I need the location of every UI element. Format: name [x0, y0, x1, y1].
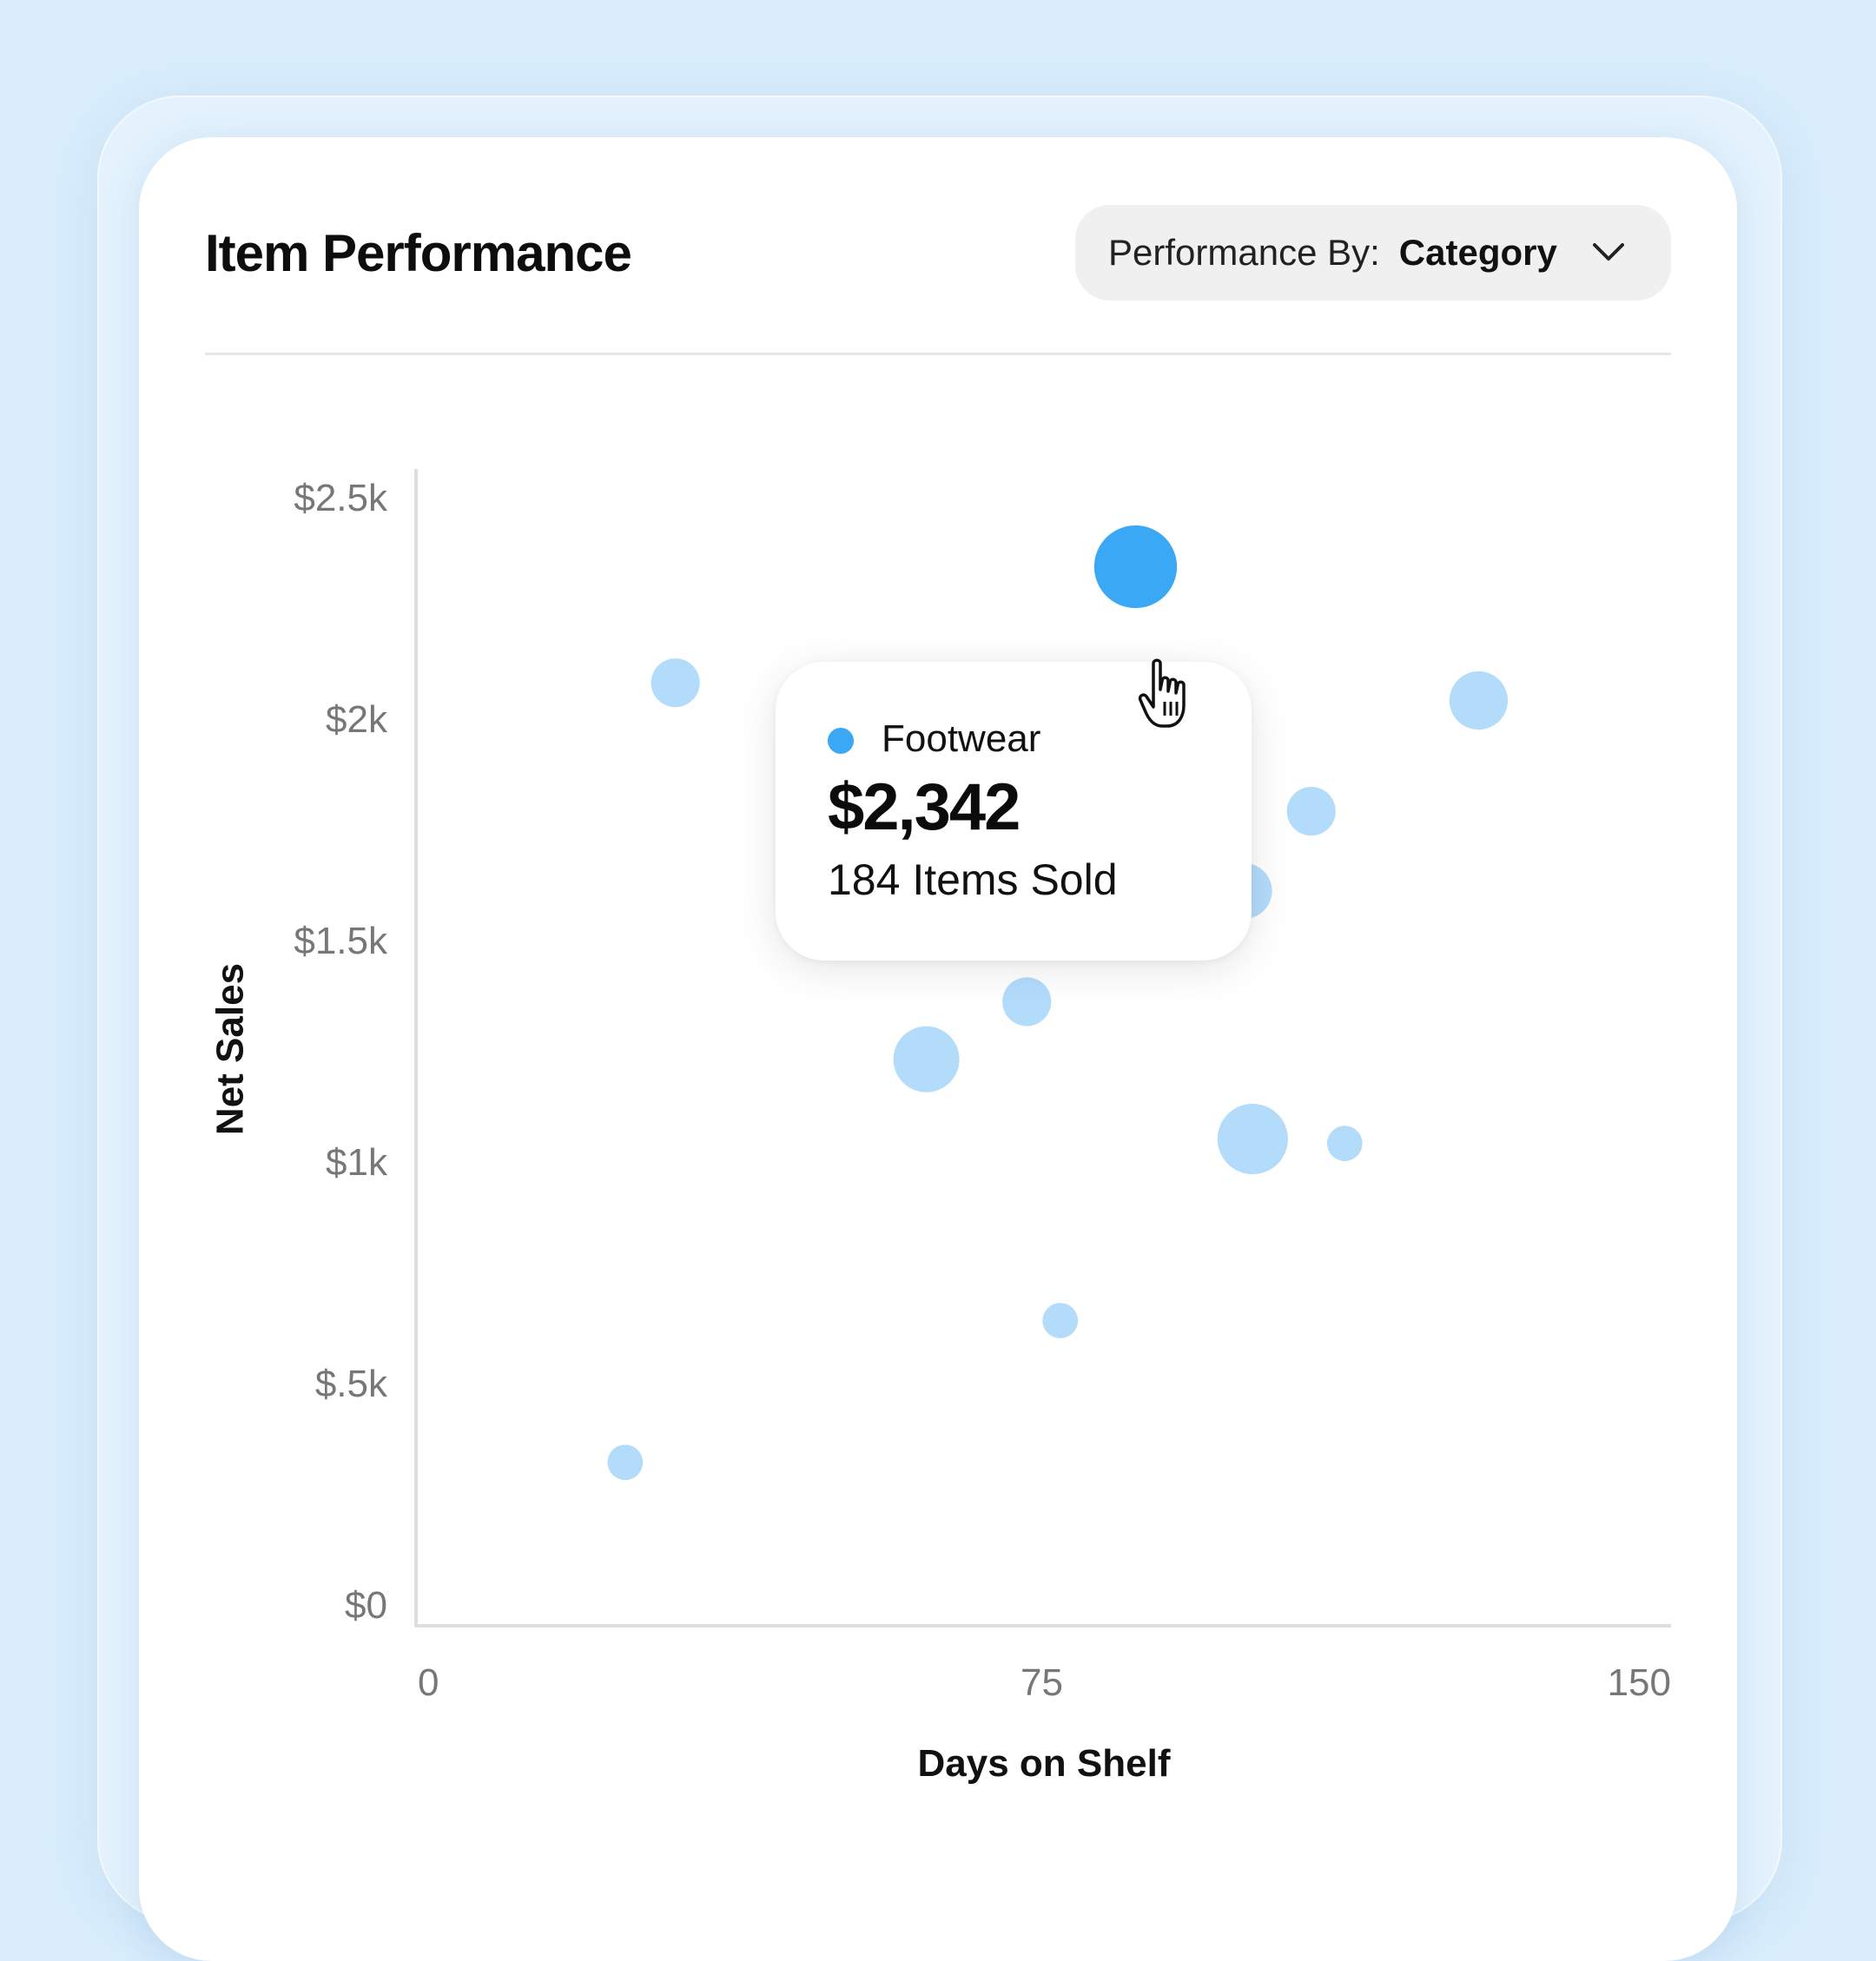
y-tick-label: $1.5k — [294, 920, 388, 962]
data-tooltip: Footwear $2,342 184 Items Sold — [776, 662, 1252, 961]
bubble-2[interactable] — [1449, 671, 1509, 730]
y-axis-title: Net Sales — [209, 963, 252, 1135]
bubble-1[interactable] — [651, 658, 700, 708]
tooltip-value: $2,342 — [828, 770, 1021, 844]
hand-pointer-icon — [1138, 658, 1186, 728]
y-tick-label: $1k — [326, 1141, 388, 1184]
bubble-highlighted[interactable] — [1093, 525, 1178, 609]
tooltip-category: Footwear — [882, 717, 1041, 760]
dropdown-value: Category — [1398, 232, 1557, 273]
y-tick-label: $2k — [326, 698, 388, 741]
bubble-10[interactable] — [607, 1444, 644, 1481]
y-tick-label: $2.5k — [294, 477, 388, 519]
bubble-3[interactable] — [1286, 787, 1336, 836]
dropdown-label: Performance By: — [1108, 232, 1380, 273]
card-title: Item Performance — [205, 224, 632, 282]
tooltip-color-dot — [828, 728, 854, 754]
x-tick-label: 75 — [1021, 1661, 1063, 1704]
bubble-7[interactable] — [1217, 1103, 1288, 1175]
chevron-down-icon — [1593, 243, 1624, 261]
header-divider — [205, 353, 1671, 355]
x-tick-label: 0 — [418, 1661, 439, 1704]
bubble-6[interactable] — [893, 1026, 960, 1093]
y-tick-label: $0 — [345, 1584, 387, 1627]
bubble-9[interactable] — [1042, 1303, 1079, 1338]
bubble-5[interactable] — [1002, 977, 1052, 1027]
scatter-chart: $2.5k$2k$1.5k$1k$.5k$0 0 75 150 Net Sales … — [209, 469, 1671, 1785]
y-tick-label: $.5k — [315, 1363, 388, 1405]
x-tick-label: 150 — [1608, 1661, 1671, 1704]
tooltip-items-sold: 184 Items Sold — [828, 855, 1118, 904]
bubble-8[interactable] — [1326, 1126, 1363, 1161]
x-axis-title: Days on Shelf — [918, 1742, 1171, 1785]
performance-by-dropdown[interactable]: Performance By: Category — [1075, 205, 1671, 300]
